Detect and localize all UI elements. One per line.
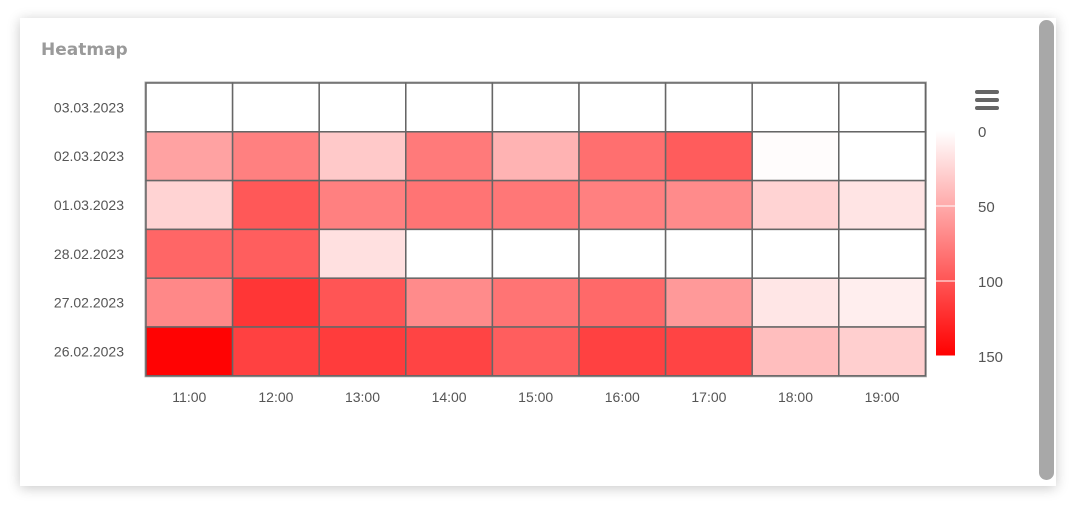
heatmap-cell[interactable] [231,277,320,328]
heatmap-cell[interactable] [491,326,580,377]
heatmap-cell[interactable] [231,228,320,279]
y-tick-label: 03.03.2023 [54,99,124,115]
heatmap-cell[interactable] [578,131,667,182]
heatmap-cell[interactable] [231,131,320,182]
heatmap-cell[interactable] [751,179,840,231]
heatmap-cell[interactable] [405,228,494,279]
y-tick-label: 02.03.2023 [54,148,124,164]
x-tick-label: 11:00 [172,389,206,405]
heatmap-cell[interactable] [751,277,840,328]
x-tick-label: 17:00 [691,389,726,405]
heatmap-cell[interactable] [838,228,927,279]
heatmap-cell[interactable] [578,179,667,231]
legend-tick-label: 50 [978,199,995,216]
x-tick-label: 14:00 [432,389,467,405]
heatmap-cell[interactable] [318,326,407,377]
y-tick-label: 27.02.2023 [54,295,124,311]
heatmap-chart: 03.03.2023 02.03.2023 01.03.2023 28.02.2023… [54,81,1003,405]
heatmap-cell[interactable] [405,131,494,182]
heatmap-cell[interactable] [145,228,234,279]
chart-title: Heatmap [41,40,128,60]
heatmap-cell[interactable] [664,179,753,231]
legend-tick-label: 150 [978,349,1003,366]
heatmap-cell[interactable] [405,277,494,328]
y-tick-label: 28.02.2023 [54,246,124,262]
x-tick-label: 16:00 [605,389,640,405]
heatmap-cell[interactable] [491,131,580,182]
heatmap-cell[interactable] [664,228,753,279]
heatmap-cell[interactable] [838,277,927,328]
heatmap-cell[interactable] [405,179,494,231]
heatmap-cell[interactable] [838,179,927,231]
heatmap-cell[interactable] [838,326,927,377]
heatmap-cell[interactable] [838,82,927,133]
heatmap-cell[interactable] [491,277,580,328]
heatmap-cell[interactable] [318,179,407,231]
vertical-scrollbar[interactable] [1039,20,1054,480]
heatmap-cell[interactable] [664,326,753,377]
heatmap-cell[interactable] [751,228,840,279]
x-axis-labels: 11:00 12:00 13:00 14:00 15:00 16:00 17:00 18:00… [172,389,900,405]
heatmap-cell[interactable] [145,131,234,182]
chart-menu-button[interactable] [973,90,1001,112]
color-legend: 0 50 100 150 [936,124,1003,366]
legend-gradient-bar [936,131,955,356]
heatmap-cell[interactable] [231,179,320,231]
heatmap-cell[interactable] [838,131,927,182]
heatmap-cell[interactable] [491,179,580,231]
heatmap-cell[interactable] [318,131,407,182]
heatmap-cell[interactable] [231,82,320,133]
legend-tick-label: 0 [978,124,986,141]
heatmap-cell[interactable] [145,277,234,328]
heatmap-cells [144,81,927,378]
x-tick-label: 12:00 [258,389,293,405]
heatmap-cell[interactable] [664,131,753,182]
heatmap-cell[interactable] [405,82,494,133]
heatmap-cell[interactable] [491,82,580,133]
heatmap-cell[interactable] [751,131,840,182]
heatmap-cell[interactable] [145,179,234,231]
x-tick-label: 19:00 [865,389,900,405]
y-tick-label: 26.02.2023 [54,343,124,359]
heatmap-cell[interactable] [145,326,234,377]
y-axis-labels: 03.03.2023 02.03.2023 01.03.2023 28.02.2023… [54,99,124,359]
heatmap-cell[interactable] [578,326,667,377]
heatmap-cell[interactable] [318,228,407,279]
heatmap-cell[interactable] [578,82,667,133]
heatmap-cell[interactable] [145,82,234,133]
y-tick-label: 01.03.2023 [54,197,124,213]
heatmap-cell[interactable] [578,228,667,279]
heatmap-cell[interactable] [664,82,753,133]
heatmap-cell[interactable] [231,326,320,377]
heatmap-cell[interactable] [751,82,840,133]
heatmap-cell[interactable] [751,326,840,377]
heatmap-cell[interactable] [405,326,494,377]
x-tick-label: 18:00 [778,389,813,405]
heatmap-cell[interactable] [318,277,407,328]
heatmap-cell[interactable] [318,82,407,133]
legend-tick-label: 100 [978,274,1003,291]
x-tick-label: 13:00 [345,389,380,405]
heatmap-cell[interactable] [491,228,580,279]
heatmap-cell[interactable] [578,277,667,328]
heatmap-card: Heatmap 03.03.2023 02.03.2023 01.03.2023 28… [20,18,1056,486]
x-tick-label: 15:00 [518,389,553,405]
heatmap-cell[interactable] [664,277,753,328]
plot-border [144,81,927,378]
